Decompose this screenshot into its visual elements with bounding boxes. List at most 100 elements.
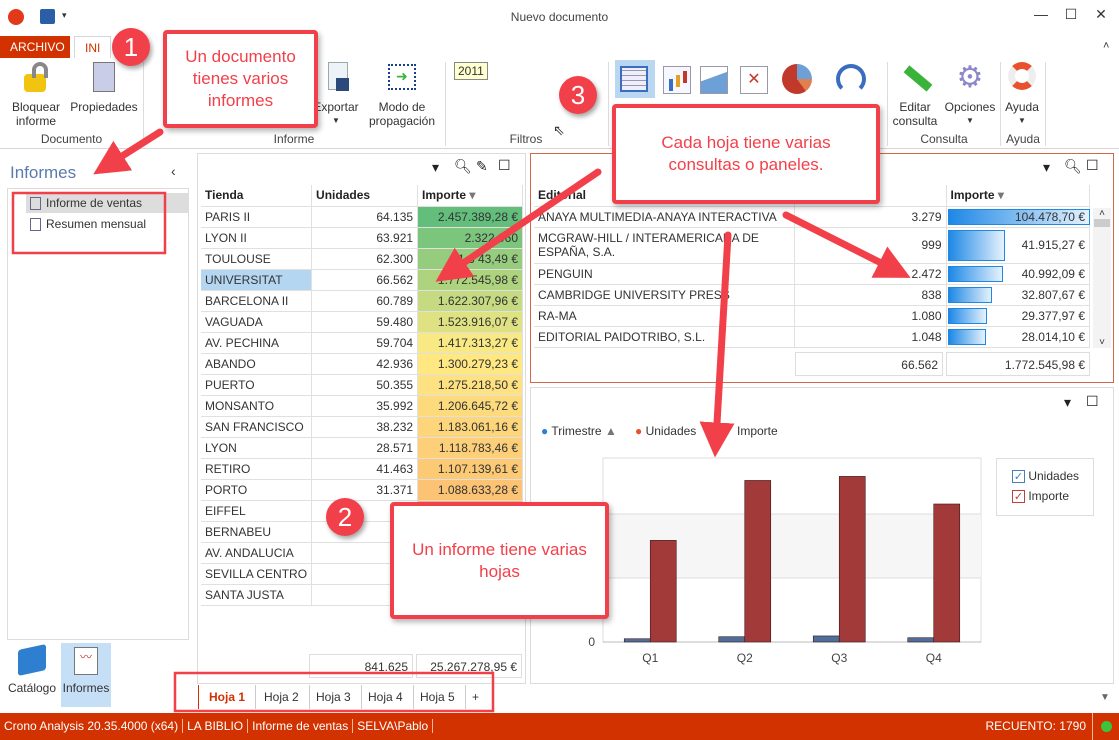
field-unidades[interactable]: ● Unidades [635, 424, 697, 438]
tienda-cell[interactable]: AV. ANDALUCIA [201, 542, 313, 564]
editorial-cell[interactable]: ANAYA MULTIMEDIA-ANAYA INTERACTIVA [534, 206, 795, 228]
unidades-cell[interactable]: 41.463 [311, 458, 419, 480]
importe-cell[interactable]: 28.014,10 € [946, 326, 1090, 348]
unidades-cell[interactable]: 66.562 [311, 269, 419, 291]
bar-chart-button[interactable] [663, 66, 691, 94]
table-row[interactable]: MCGRAW-HILL / INTERAMERICANA DE ESPAÑA, … [534, 227, 1090, 264]
search-icon[interactable]: 🔍︎ [1064, 158, 1082, 174]
unidades-cell[interactable]: 1.048 [794, 326, 947, 348]
tienda-cell[interactable]: PUERTO [201, 374, 313, 396]
field-trimestre[interactable]: ● Trimestre ▲ [541, 424, 617, 438]
legend-item-importe[interactable]: ✓ Importe [1012, 489, 1070, 503]
save-icon[interactable] [40, 9, 55, 24]
table-row[interactable]: ABANDO 42.936 1.300.279,23 € [201, 353, 523, 375]
editorial-cell[interactable]: MCGRAW-HILL / INTERAMERICANA DE ESPAÑA, … [534, 227, 795, 264]
report-item[interactable]: Resumen mensual [26, 214, 188, 234]
report-item[interactable]: Informe de ventas [26, 193, 188, 213]
tienda-cell[interactable]: ABANDO [201, 353, 313, 375]
table-row[interactable]: MONSANTO 35.992 1.206.645,72 € [201, 395, 523, 417]
opciones-button[interactable]: ⚙ Opciones ▼ [944, 61, 996, 126]
importe-cell[interactable]: 2.457.389,28 € [417, 206, 523, 228]
tienda-cell[interactable]: MONSANTO [201, 395, 313, 417]
line-chart-button[interactable]: ✕ [740, 66, 768, 94]
sheet-tab[interactable]: Hoja 3 [306, 685, 362, 709]
bar-unidades-Q4[interactable] [907, 637, 935, 643]
tienda-cell[interactable]: AV. PECHINA [201, 332, 313, 354]
search-icon[interactable]: 🔍︎ [454, 158, 472, 174]
dropdown-icon[interactable]: ▾ [1043, 159, 1051, 175]
importe-cell[interactable]: 40.992,09 € [946, 263, 1090, 285]
legend-item-unidades[interactable]: ✓ Unidades [1012, 469, 1080, 483]
sheet-tab[interactable]: Hoja 1 [199, 685, 257, 709]
column-header[interactable]: Tienda [201, 185, 313, 207]
importe-cell[interactable]: 29.377,97 € [946, 305, 1090, 327]
unidades-cell[interactable]: 31.371 [311, 479, 419, 501]
tienda-cell[interactable]: LYON [201, 437, 313, 459]
bar-importe-Q2[interactable] [744, 480, 772, 643]
scrollbar[interactable]: ˄ ˅ [1093, 208, 1111, 348]
bar-importe-Q1[interactable] [649, 540, 677, 643]
tienda-cell[interactable]: VAGUADA [201, 311, 313, 333]
table-view-button[interactable] [615, 60, 655, 98]
maximize-button[interactable]: ☐ [1064, 6, 1078, 22]
area-chart-button[interactable] [700, 66, 728, 94]
tab-archivo[interactable]: ARCHIVO [0, 36, 70, 59]
catalogo-button[interactable]: Catálogo [7, 643, 57, 707]
column-header[interactable]: Importe ▾ [417, 185, 523, 207]
dropdown-icon[interactable]: ▾ [432, 159, 440, 175]
maximize-panel-icon[interactable]: ☐ [1086, 157, 1099, 173]
unidades-cell[interactable]: 3.279 [794, 206, 947, 228]
table-row[interactable]: AV. PECHINA 59.704 1.417.313,27 € [201, 332, 523, 354]
importe-cell[interactable]: 1.118.783,46 € [417, 437, 523, 459]
table-row[interactable]: EDITORIAL PAIDOTRIBO, S.L. 1.048 28.014,10… [534, 326, 1090, 348]
table-row[interactable]: UNIVERSITAT 66.562 1.772.545,98 € [201, 269, 523, 291]
editorial-cell[interactable]: CAMBRIDGE UNIVERSITY PRESS [534, 284, 795, 306]
importe-cell[interactable]: 1.8 43,49 € [417, 248, 523, 270]
importe-cell[interactable]: 1.183.061,16 € [417, 416, 523, 438]
unidades-cell[interactable]: 62.300 [311, 248, 419, 270]
table-row[interactable]: LYON II 63.921 2.322.960 [201, 227, 523, 249]
table-row[interactable]: PUERTO 50.355 1.275.218,50 € [201, 374, 523, 396]
importe-cell[interactable]: 1.275.218,50 € [417, 374, 523, 396]
propiedades-button[interactable]: Propiedades [68, 62, 140, 114]
unidades-cell[interactable]: 35.992 [311, 395, 419, 417]
maximize-panel-icon[interactable]: ☐ [1086, 393, 1099, 409]
unidades-cell[interactable]: 60.789 [311, 290, 419, 312]
table-row[interactable]: PARIS II 64.135 2.457.389,28 € [201, 206, 523, 228]
importe-cell[interactable]: 1.523.916,07 € [417, 311, 523, 333]
close-button[interactable]: ✕ [1095, 6, 1107, 22]
column-header[interactable]: Importe ▾ [946, 185, 1090, 207]
tienda-cell[interactable]: EIFFEL [201, 500, 313, 522]
table-row[interactable]: VAGUADA 59.480 1.523.916,07 € [201, 311, 523, 333]
sheet-tab[interactable]: Hoja 4 [358, 685, 414, 709]
tienda-cell[interactable]: UNIVERSITAT [201, 269, 313, 291]
unidades-cell[interactable]: 63.921 [311, 227, 419, 249]
importe-cell[interactable]: 41.915,27 € [946, 227, 1090, 264]
informes-button[interactable]: 〰 Informes [61, 643, 111, 707]
tienda-cell[interactable]: LYON II [201, 227, 313, 249]
unidades-cell[interactable]: 999 [794, 227, 947, 264]
bar-unidades-Q2[interactable] [718, 636, 746, 643]
sheet-tab[interactable]: Hoja 5 [410, 685, 466, 709]
minimize-button[interactable]: — [1034, 6, 1048, 22]
unidades-cell[interactable]: 59.704 [311, 332, 419, 354]
tab-inicio[interactable]: INI [74, 36, 112, 60]
field-importe[interactable]: Importe [737, 424, 778, 438]
exportar-button[interactable]: Exportar ▼ [310, 62, 362, 128]
column-header[interactable]: Unidades [311, 185, 419, 207]
bar-importe-Q4[interactable] [933, 503, 961, 643]
table-row[interactable]: TOULOUSE 62.300 1.8 43,49 € [201, 248, 523, 270]
unidades-cell[interactable]: 2.472 [794, 263, 947, 285]
tienda-cell[interactable]: PORTO [201, 479, 313, 501]
importe-cell[interactable]: 1.417.313,27 € [417, 332, 523, 354]
importe-cell[interactable]: 104.478,70 € [946, 206, 1090, 228]
table-row[interactable]: SAN FRANCISCO 38.232 1.183.061,16 € [201, 416, 523, 438]
tienda-cell[interactable]: BARCELONA II [201, 290, 313, 312]
unidades-cell[interactable]: 28.571 [311, 437, 419, 459]
tienda-cell[interactable]: BERNABEU [201, 521, 313, 543]
importe-cell[interactable]: 1.206.645,72 € [417, 395, 523, 417]
importe-cell[interactable]: 1.622.307,96 € [417, 290, 523, 312]
dropdown-icon[interactable]: ▾ [1064, 394, 1072, 410]
bar-importe-Q3[interactable] [838, 476, 866, 643]
importe-cell[interactable]: 1.772.545,98 € [417, 269, 523, 291]
